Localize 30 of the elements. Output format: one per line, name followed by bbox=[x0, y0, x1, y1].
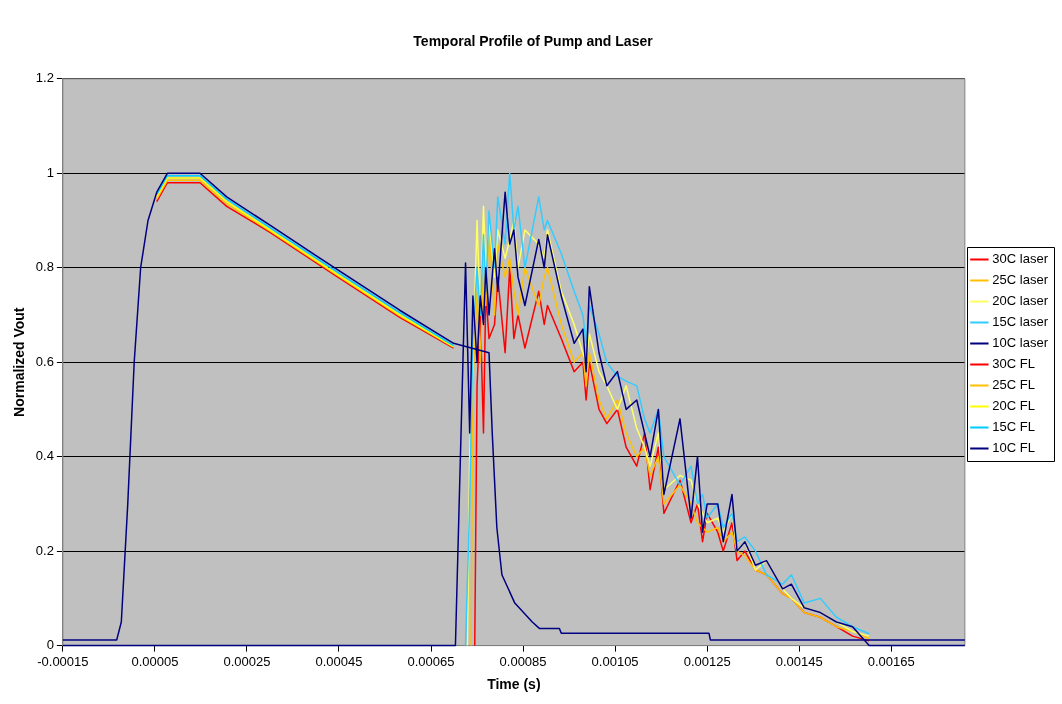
y-tick-label: 0.6 bbox=[35, 353, 54, 369]
x-tick-label: 0.00025 bbox=[223, 653, 271, 669]
y-axis-title: Normalized Vout bbox=[11, 307, 28, 417]
legend-label: 25C laser bbox=[992, 272, 1049, 288]
x-tick-label: 0.00105 bbox=[591, 653, 639, 669]
legend-label: 20C FL bbox=[992, 398, 1035, 414]
x-tick-label: 0.00145 bbox=[775, 653, 823, 669]
x-tick-label: 0.00065 bbox=[407, 653, 455, 669]
x-axis-title: Time (s) bbox=[487, 676, 541, 693]
y-tick-label: 1 bbox=[46, 164, 54, 180]
y-tick-label: 0.8 bbox=[35, 259, 54, 275]
y-tick-label: 0.2 bbox=[35, 542, 54, 558]
x-tick-label: 0.00085 bbox=[499, 653, 547, 669]
legend-label: 30C laser bbox=[992, 251, 1049, 267]
legend-label: 10C laser bbox=[992, 335, 1049, 351]
legend-label: 20C laser bbox=[992, 293, 1049, 309]
legend-label: 15C laser bbox=[992, 314, 1049, 330]
legend-label: 30C FL bbox=[992, 356, 1035, 372]
x-tick-label: 0.00125 bbox=[683, 653, 731, 669]
y-tick-label: 0 bbox=[46, 637, 54, 653]
x-tick-label: 0.00005 bbox=[131, 653, 179, 669]
x-tick-label: 0.00165 bbox=[867, 653, 915, 669]
chart-title: Temporal Profile of Pump and Laser bbox=[413, 33, 654, 50]
legend-label: 25C FL bbox=[992, 377, 1035, 393]
x-tick-label: 0.00045 bbox=[315, 653, 363, 669]
y-tick-label: 1.2 bbox=[35, 70, 54, 86]
y-tick-label: 0.4 bbox=[35, 448, 54, 464]
legend-label: 15C FL bbox=[992, 419, 1035, 435]
x-tick-label: -0.00015 bbox=[37, 653, 89, 669]
legend-label: 10C FL bbox=[992, 440, 1035, 456]
